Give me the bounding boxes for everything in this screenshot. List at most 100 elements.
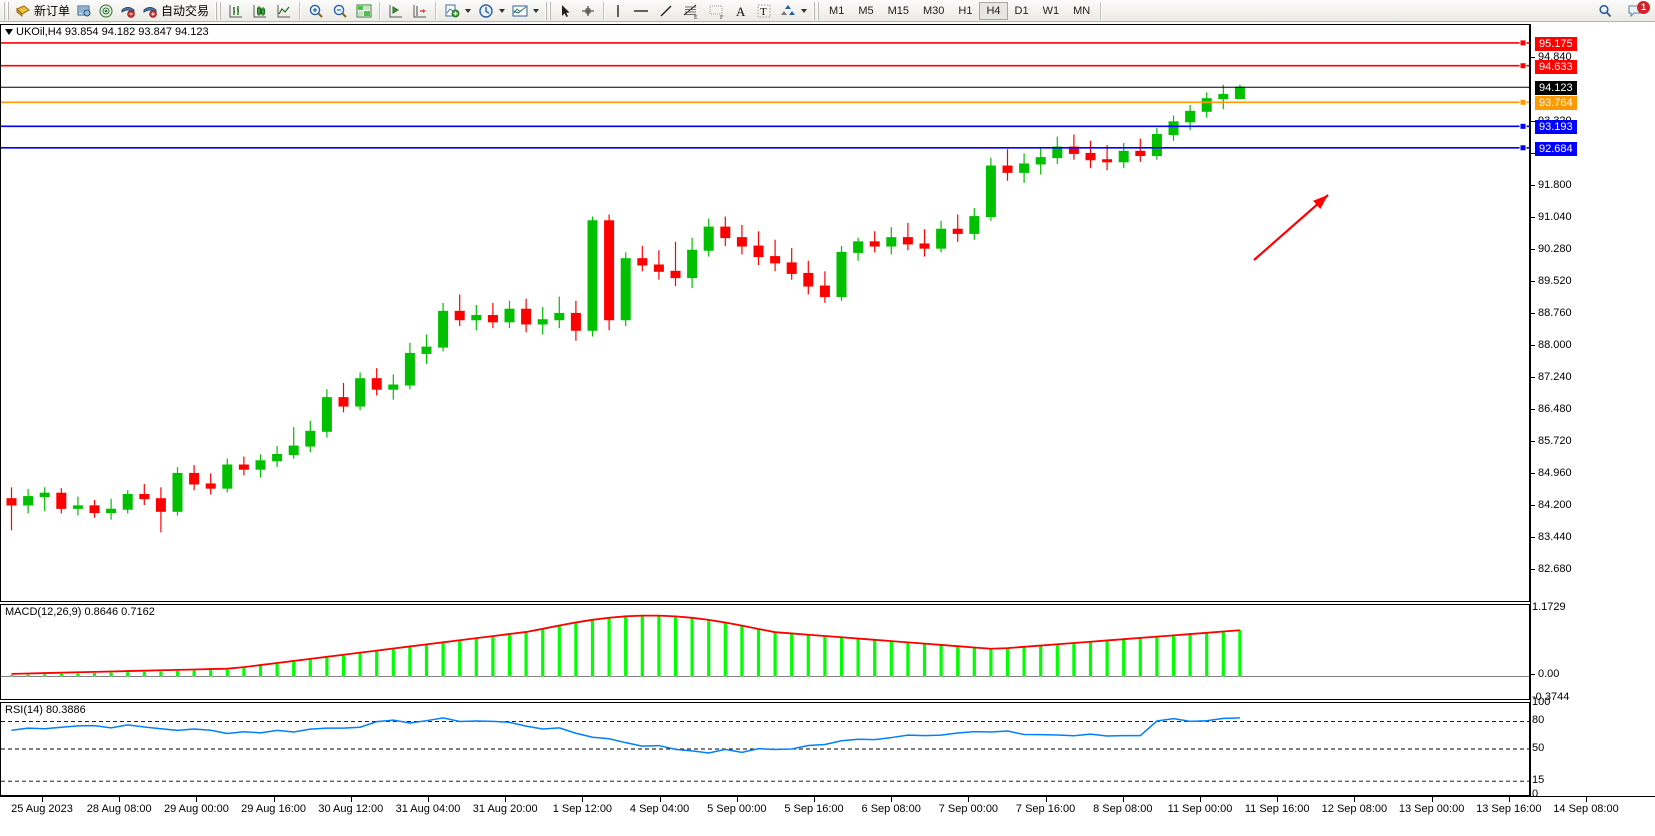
navigator-button[interactable] [95,1,117,21]
price-tick: 86.480 [1531,403,1572,415]
time-tick [42,797,43,802]
rsi-tick: 0 [1532,788,1539,800]
macd-tick: 0.00 [1531,668,1559,680]
candle [122,490,133,514]
chart-workspace[interactable]: UKOil,H4 93.854 94.182 93.847 94.123 MAC… [0,22,1655,836]
time-axis[interactable]: 25 Aug 2023 28 Aug 08:00 29 Aug 00:00 29 Au… [0,796,1655,836]
candle [139,483,150,505]
new-order-button[interactable]: 新订单 [12,1,73,21]
candle [23,489,34,514]
price-axis[interactable]: 94.84093.32092.56091.80091.04090.28089.5… [1530,24,1655,800]
timeframe-h1[interactable]: H1 [958,4,973,17]
auto-scroll-button[interactable] [408,1,432,21]
time-tick [1277,797,1279,802]
terminal-button[interactable] [117,1,139,21]
indicators-caret-icon[interactable] [465,8,472,13]
price-level-label-resistance[interactable]: 94.633 [1535,59,1577,74]
auto-trading-icon [143,6,157,18]
timeframe-m1[interactable]: M1 [829,4,845,17]
timeframe-d1[interactable]: D1 [1014,4,1029,17]
channel-button[interactable]: F [704,1,730,21]
tile-windows-icon [356,4,372,17]
price-level-label-entry[interactable]: 93.764 [1535,96,1577,111]
price-level-label-support[interactable]: 93.193 [1535,120,1577,135]
rsi-pane[interactable]: RSI(14) 80.3886 [0,702,1530,796]
candle [155,487,166,533]
rsi-tick: 50 [1532,742,1545,754]
price-level-label-last-price[interactable]: 94.123 [1535,81,1577,96]
line-chart-button[interactable] [272,1,296,21]
zoom-out-button[interactable] [328,1,352,21]
toolbar-grip-2[interactable] [215,1,222,20]
timeframe-w1[interactable]: W1 [1042,4,1060,17]
candle [687,237,698,289]
toolbar-grip[interactable] [3,1,9,20]
tile-windows-button[interactable] [352,1,376,21]
hline-button[interactable] [628,1,654,21]
shift-end-button[interactable] [384,1,408,21]
vline-button[interactable] [608,1,628,21]
time-tick-label: 8 Sep 08:00 [1093,803,1153,815]
time-tick [119,797,121,802]
toolbar-grip-3[interactable] [545,1,552,20]
periods-caret-icon[interactable] [499,8,506,13]
shapes-button[interactable] [776,1,810,21]
line-chart-icon [277,4,291,17]
templates-caret-icon[interactable] [533,8,540,13]
time-tick [273,797,275,802]
price-tick: 82.680 [1531,563,1572,575]
price-level-label-resistance[interactable]: 95.175 [1535,36,1577,51]
timeframe-m30[interactable]: M30 [923,4,945,17]
templates-button[interactable] [508,1,542,21]
symbol-label-row: UKOil,H4 93.854 94.182 93.847 94.123 [5,26,209,38]
candle [819,271,830,303]
auto-trading-button[interactable]: 自动交易 [139,1,212,21]
macd-label: MACD(12,26,9) 0.8646 0.7162 [5,606,155,618]
time-tick-label: 1 Sep 12:00 [552,803,613,815]
timeframe-m5[interactable]: M5 [858,4,874,17]
search-button[interactable] [1593,1,1617,21]
bar-chart-button[interactable] [224,1,248,21]
candle [753,231,764,265]
timeframe-bar: M1 M5 M15 M30 H1 H4 D1 W1 MN [822,1,1097,20]
trendline-button[interactable] [654,1,678,21]
candle [952,214,963,242]
notification-count: 1 [1637,0,1650,14]
text-button[interactable]: A [730,1,752,21]
candle [388,374,399,400]
price-pane[interactable]: UKOil,H4 93.854 94.182 93.847 94.123 [0,24,1530,602]
rsi-line [11,717,1240,754]
zoom-in-icon [309,4,323,18]
collapse-triangle-icon[interactable] [5,29,13,36]
timeframe-h4[interactable]: H4 [979,1,1008,20]
timeframe-m15[interactable]: M15 [887,4,909,17]
crosshair-button[interactable] [576,1,600,21]
candlestick-chart-button[interactable] [248,1,272,21]
time-tick [505,797,507,802]
price-tick: 89.520 [1531,275,1572,287]
zoom-in-button[interactable] [304,1,328,21]
price-line-handle [1519,144,1527,152]
cursor-button[interactable] [554,1,576,21]
candle [205,473,216,495]
alerts-button[interactable]: 1 [1623,0,1650,20]
periods-button[interactable] [474,1,508,21]
shapes-caret-icon[interactable] [801,8,808,13]
time-tick-label: 7 Sep 16:00 [1015,803,1076,815]
timeframe-mn[interactable]: MN [1073,4,1091,17]
data-window-button[interactable] [73,1,95,21]
label-icon: T [757,4,771,18]
time-tick-label: 28 Aug 08:00 [86,803,152,815]
label-button[interactable]: T [752,1,776,21]
candle [537,307,548,335]
price-level-label-support[interactable]: 92.684 [1535,141,1577,156]
candle [454,294,465,327]
macd-tick: -0.3744 [1532,691,1570,703]
candle [404,342,415,390]
time-tick-label: 5 Sep 00:00 [707,803,767,815]
macd-pane[interactable]: MACD(12,26,9) 0.8646 0.7162 [0,604,1530,700]
svg-text:T: T [760,6,767,18]
fibonacci-button[interactable]: E [678,1,704,21]
toolbar-grip-4[interactable] [813,1,820,20]
indicators-button[interactable] [440,1,474,21]
